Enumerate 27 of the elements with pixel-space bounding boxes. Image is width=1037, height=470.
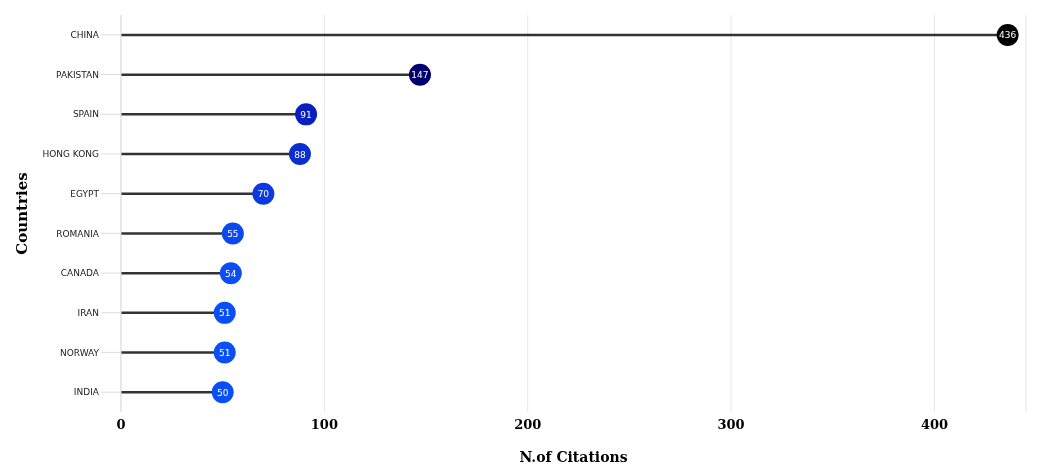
x-tick-label: 0	[116, 417, 126, 433]
data-label: 70	[257, 189, 270, 200]
y-tick-label: IRAN	[77, 307, 99, 318]
y-tick-label: HONG KONG	[42, 149, 100, 160]
data-label: 436	[999, 30, 1017, 41]
x-tick-label: 400	[920, 417, 949, 433]
data-label: 55	[227, 228, 239, 239]
data-label: 54	[225, 268, 237, 279]
y-tick-label: EGYPT	[70, 188, 100, 199]
data-label: 91	[300, 109, 312, 120]
data-label: 88	[294, 149, 306, 160]
data-label: 50	[216, 387, 229, 398]
x-tick-label: 100	[310, 417, 338, 433]
y-tick-label: PAKISTAN	[56, 69, 99, 80]
x-tick-label: 300	[717, 417, 745, 433]
x-axis-title: N.of Citations	[519, 449, 628, 465]
data-label: 51	[218, 308, 231, 319]
x-tick-label: 200	[514, 417, 542, 433]
y-tick-label: CANADA	[60, 268, 100, 279]
y-tick-label: INDIA	[73, 387, 100, 398]
y-tick-label: NORWAY	[59, 347, 100, 358]
y-tick-label: CHINA	[70, 30, 100, 41]
data-label: 51	[218, 348, 231, 359]
y-tick-label: SPAIN	[72, 109, 99, 120]
y-tick-label: ROMANIA	[56, 228, 100, 239]
y-axis-title: Countries	[13, 172, 32, 255]
data-label: 147	[411, 70, 429, 81]
